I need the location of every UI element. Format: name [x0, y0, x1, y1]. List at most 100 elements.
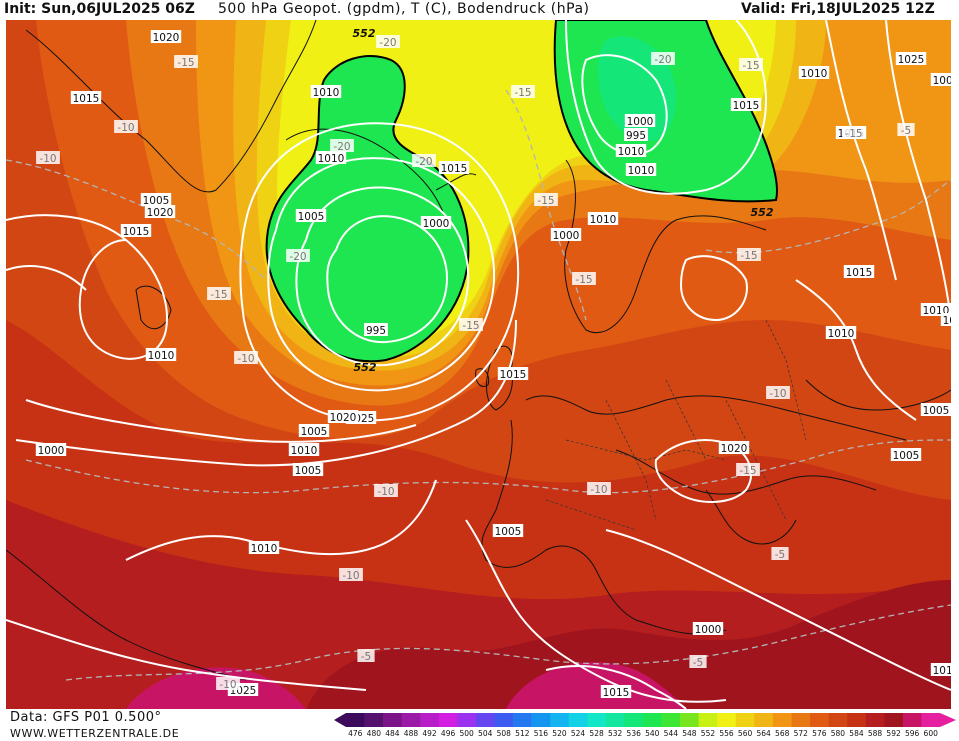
- svg-text:1005: 1005: [301, 426, 328, 438]
- svg-text:1000: 1000: [627, 116, 654, 128]
- pressure-label: 995: [624, 128, 648, 142]
- scale-cell: [494, 713, 514, 727]
- svg-text:552: 552: [353, 27, 376, 40]
- map-area: 1020 1015 1010 1010 1010 1005 1000 995 1015 1020 1…: [6, 20, 951, 709]
- pressure-label: 1000: [35, 443, 67, 457]
- scale-cell: [550, 713, 570, 727]
- temperature-label: -10: [114, 120, 138, 134]
- svg-text:1010: 1010: [933, 665, 951, 677]
- scale-tick-label: 544: [663, 729, 679, 738]
- scale-cell: [475, 713, 495, 727]
- pressure-label: 1010: [145, 348, 177, 362]
- scale-cell: [531, 713, 551, 727]
- scale-cell: [921, 713, 941, 727]
- svg-text:-5: -5: [775, 549, 785, 561]
- pressure-label: 1005: [292, 463, 324, 477]
- temperature-labels: -15 -10 -10 -15 -20 -20 -20 -15 -20 -15 -15 -20 -15 -…: [36, 35, 915, 691]
- svg-text:-15: -15: [739, 465, 756, 477]
- svg-text:1015: 1015: [846, 267, 873, 279]
- svg-text:-10: -10: [117, 122, 134, 134]
- svg-text:-15: -15: [514, 87, 531, 99]
- isobars: [6, 20, 951, 709]
- svg-text:1015: 1015: [733, 100, 760, 112]
- scale-cell: [810, 713, 829, 727]
- scale-tick-label: 588: [867, 729, 883, 738]
- pressure-label: 1010: [798, 66, 830, 80]
- svg-text:1000: 1000: [553, 230, 580, 242]
- pressure-label: 1010: [310, 85, 342, 99]
- pressure-label: 1015: [497, 367, 529, 381]
- scale-tick-label: 516: [533, 729, 549, 738]
- svg-text:-5: -5: [693, 657, 703, 669]
- pressure-label: 1000: [420, 216, 452, 230]
- scale-cell: [754, 713, 774, 727]
- svg-text:995: 995: [366, 325, 386, 337]
- pressure-label: 1010: [315, 151, 347, 165]
- temperature-label: -20: [286, 249, 310, 263]
- scale-tick-label: 596: [904, 729, 920, 738]
- svg-text:-10: -10: [39, 153, 56, 165]
- temperature-label: -10: [766, 386, 790, 400]
- geopotential-label: 552: [353, 27, 376, 40]
- pressure-label: 1000: [550, 228, 582, 242]
- svg-text:1005: 1005: [495, 526, 522, 538]
- scale-cell: [735, 713, 755, 727]
- svg-text:1015: 1015: [500, 369, 527, 381]
- pressure-label: 1010: [615, 144, 647, 158]
- geopotential-label: 552: [354, 361, 377, 374]
- pressure-label: 1005: [140, 193, 172, 207]
- scale-arrow-left: [334, 713, 346, 727]
- svg-text:1005: 1005: [893, 450, 920, 462]
- scale-tick-label: 532: [607, 729, 623, 738]
- pressure-label: 1015: [70, 91, 102, 105]
- svg-text:-15: -15: [210, 289, 227, 301]
- svg-text:1025: 1025: [898, 54, 925, 66]
- scale-cell: [383, 713, 402, 727]
- scale-tick-label: 484: [385, 729, 400, 738]
- svg-text:-10: -10: [219, 679, 236, 691]
- field-596-band: [126, 667, 306, 709]
- svg-text:1015: 1015: [73, 93, 100, 105]
- temperature-label: -15: [842, 126, 866, 140]
- scale-tick-label: 592: [886, 729, 901, 738]
- scale-tick-label: 556: [719, 729, 734, 738]
- temperature-label: -5: [897, 123, 915, 137]
- pressure-label: 1010: [625, 163, 657, 177]
- svg-text:1000: 1000: [423, 218, 450, 230]
- pressure-label: 1000: [624, 114, 656, 128]
- temperature-label: -20: [651, 52, 675, 66]
- scale-arrow-right: [940, 713, 956, 727]
- svg-text:-10: -10: [590, 484, 607, 496]
- svg-text:1000: 1000: [933, 75, 951, 87]
- scale-tick-label: 564: [756, 729, 771, 738]
- temperature-label: -20: [376, 35, 400, 49]
- temperature-label: -15: [739, 58, 763, 72]
- svg-text:1020: 1020: [721, 443, 748, 455]
- temperature-label: -15: [174, 55, 198, 69]
- temperature-label: -15: [572, 272, 596, 286]
- pressure-label: 1015: [120, 224, 152, 238]
- scale-tick-label: 552: [700, 729, 716, 738]
- temperature-label: -10: [374, 484, 398, 498]
- init-time: Init: Sun,06JUL2025 06Z: [4, 1, 195, 17]
- pressure-label: 1015: [438, 161, 470, 175]
- pressure-label: 1000: [692, 622, 724, 636]
- pressure-label: 1015: [940, 313, 951, 327]
- pressure-label: 1015: [730, 98, 762, 112]
- pressure-label: 1005: [298, 424, 330, 438]
- scale-cell: [772, 713, 792, 727]
- color-scale-bar: [334, 713, 956, 727]
- svg-text:1010: 1010: [618, 146, 645, 158]
- pressure-label: 1005: [920, 403, 951, 417]
- svg-text:1020: 1020: [330, 412, 357, 424]
- svg-text:-20: -20: [379, 37, 396, 49]
- pressure-label: 1015: [600, 685, 632, 699]
- temperature-label: -5: [357, 649, 375, 663]
- scale-cell: [865, 713, 885, 727]
- scale-tick-label: 560: [737, 729, 753, 738]
- chart-title: 500 hPa Geopot. (gpdm), T (C), Bodendruc…: [218, 1, 590, 17]
- pressure-label: 1005: [492, 524, 524, 538]
- pressure-label: 1005: [890, 448, 922, 462]
- scale-tick-label: 528: [589, 729, 604, 738]
